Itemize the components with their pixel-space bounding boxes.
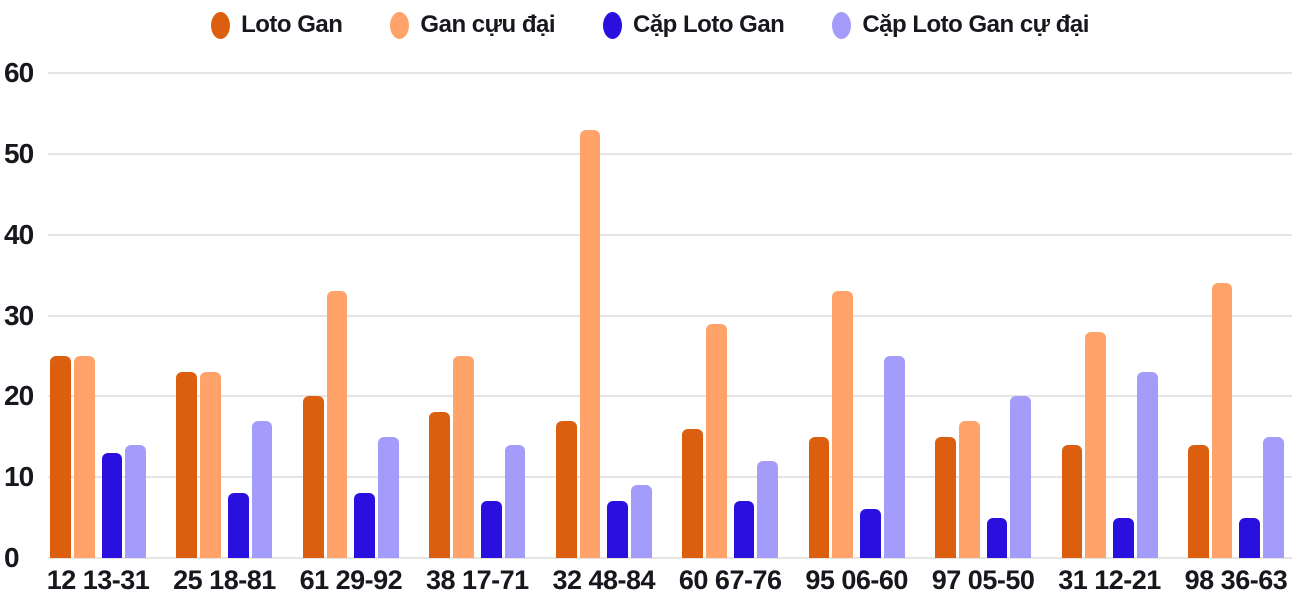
legend-label: Cặp Loto Gan	[633, 11, 785, 38]
bar-cap-loto-gan-cu-ai	[1263, 437, 1284, 558]
bar-loto-gan	[682, 429, 703, 558]
bar-loto-gan	[302, 396, 324, 558]
gridline	[48, 395, 1292, 398]
gridline	[48, 314, 1292, 317]
bar-loto-gan	[176, 372, 198, 558]
y-axis-tick-label: 10	[4, 461, 34, 493]
chart-legend: Loto Gan Gan cựu đại Cặp Loto Gan Cặp Loto …	[0, 6, 1300, 44]
gridline	[48, 233, 1292, 236]
bar-gan-cuu-ai	[579, 130, 601, 558]
bar-group-38-17-71: 38 17-71	[426, 73, 529, 594]
x-axis-category-label: 32 48-84	[552, 565, 656, 595]
bar-loto-gan	[808, 437, 830, 558]
bar-cap-loto-gan	[1239, 518, 1261, 558]
bar-cap-loto-gan	[101, 453, 123, 558]
bar-loto-gan	[1061, 445, 1083, 558]
legend-label: Gan cựu đại	[420, 11, 555, 38]
bar-group-98-36-63: 98 36-63	[1185, 73, 1288, 594]
legend-color-dot	[390, 11, 410, 39]
x-axis-category-label: 25 18-81	[173, 565, 276, 595]
legend-color-dot	[211, 11, 231, 39]
y-axis-tick-label: 50	[4, 137, 34, 169]
bar-gan-cuu-ai	[453, 356, 474, 558]
bar-cap-loto-gan-cu-ai	[757, 461, 779, 558]
gridline	[48, 557, 1292, 559]
bar-cap-loto-gan	[227, 493, 249, 558]
bar-gan-cuu-ai	[200, 372, 221, 558]
bar-cap-loto-gan	[354, 493, 376, 558]
gridline	[48, 476, 1292, 479]
gridline	[48, 152, 1292, 155]
y-axis-tick-label: 60	[4, 57, 34, 88]
bar-cap-loto-gan-cu-ai	[504, 445, 526, 558]
bar-cap-loto-gan	[1113, 518, 1134, 558]
bar-group-12-13-31: 12 13-31	[47, 73, 150, 594]
bar-cap-loto-gan-cu-ai	[378, 437, 399, 558]
plot-area: 0 10 20 30 40 50 60 12 13-31 25 18-81 61 29-92 38 …	[0, 59, 1300, 594]
y-axis-tick-label: 20	[4, 380, 34, 412]
bar-group-97-05-50: 97 05-50	[932, 73, 1035, 594]
y-axis-tick-label: 0	[4, 542, 20, 573]
x-axis-category-label: 12 13-31	[46, 565, 150, 595]
x-axis-category-label: 38 17-71	[426, 565, 529, 595]
bar-cap-loto-gan	[733, 501, 755, 558]
bar-group-32-48-84: 32 48-84	[552, 73, 656, 594]
bar-group-61-29-92: 61 29-92	[300, 73, 403, 594]
bar-group-95-06-60: 95 06-60	[805, 73, 908, 594]
legend-color-dot	[603, 11, 622, 39]
bar-cap-loto-gan-cu-ai	[125, 445, 146, 558]
legend-label: Cặp Loto Gan cự đại	[862, 11, 1089, 38]
bar-cap-loto-gan-cu-ai	[1136, 372, 1158, 558]
legend-label: Loto Gan	[241, 11, 343, 38]
bar-cap-loto-gan	[607, 501, 628, 558]
bar-groups: 12 13-31 25 18-81 61 29-92 38 17-71 32 48-84…	[47, 73, 1288, 594]
bar-gan-cuu-ai	[1085, 332, 1106, 558]
legend-item-loto-gan[interactable]: Loto Gan	[211, 11, 343, 39]
x-axis-category-label: 31 12-21	[1058, 565, 1161, 595]
bar-group-25-18-81: 25 18-81	[173, 73, 276, 594]
bar-group-60-67-76: 60 67-76	[679, 73, 782, 594]
y-axis-tick-label: 30	[4, 299, 34, 331]
bar-cap-loto-gan	[986, 518, 1008, 558]
legend-color-dot	[832, 11, 852, 39]
bar-cap-loto-gan-cu-ai	[251, 421, 273, 558]
bar-loto-gan	[429, 412, 451, 558]
x-axis-category-label: 60 67-76	[678, 565, 782, 595]
x-axis-category-label: 95 06-60	[805, 565, 908, 595]
bar-cap-loto-gan-cu-ai	[1010, 396, 1032, 558]
bar-cap-loto-gan-cu-ai	[883, 356, 905, 558]
bar-gan-cuu-ai	[1211, 283, 1233, 558]
bar-loto-gan	[1187, 445, 1209, 558]
bar-gan-cuu-ai	[832, 291, 854, 558]
bar-cap-loto-gan-cu-ai	[631, 485, 652, 558]
x-axis-category-label: 61 29-92	[299, 565, 403, 595]
bar-loto-gan	[555, 421, 577, 558]
legend-item-gan-cuu-ai[interactable]: Gan cựu đại	[390, 11, 555, 39]
bar-gan-cuu-ai	[326, 291, 348, 558]
y-axis-tick-label: 40	[4, 218, 34, 250]
bar-gan-cuu-ai	[958, 421, 980, 558]
bar-group-31-12-21: 31 12-21	[1058, 73, 1161, 594]
bar-gan-cuu-ai	[73, 356, 95, 558]
bar-cap-loto-gan	[480, 501, 502, 558]
bar-loto-gan	[935, 437, 956, 558]
bar-cap-loto-gan	[860, 509, 881, 558]
gridline	[48, 72, 1292, 74]
bar-gan-cuu-ai	[705, 324, 727, 558]
legend-item-cap-loto-gan-cu-ai[interactable]: Cặp Loto Gan cự đại	[832, 11, 1089, 39]
bar-loto-gan	[50, 356, 71, 558]
x-axis-category-label: 98 36-63	[1184, 565, 1288, 595]
x-axis-category-label: 97 05-50	[931, 565, 1035, 595]
legend-item-cap-loto-gan[interactable]: Cặp Loto Gan	[603, 11, 785, 39]
